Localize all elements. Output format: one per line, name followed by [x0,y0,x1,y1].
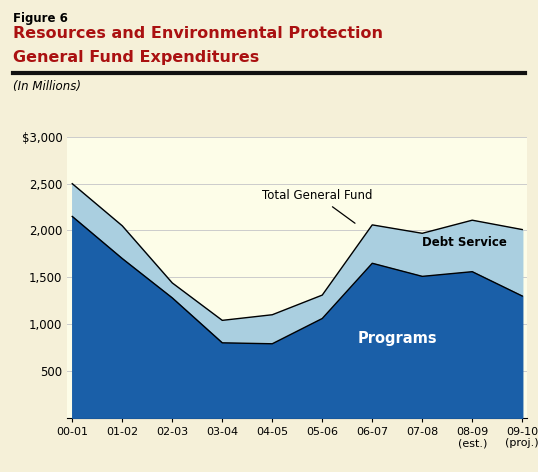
Text: Figure 6: Figure 6 [13,12,68,25]
Text: General Fund Expenditures: General Fund Expenditures [13,50,260,65]
Text: Resources and Environmental Protection: Resources and Environmental Protection [13,26,384,41]
Text: Debt Service: Debt Service [422,236,507,249]
Text: Programs: Programs [357,331,437,346]
Text: (In Millions): (In Millions) [13,80,81,93]
Text: Total General Fund: Total General Fund [262,189,373,223]
